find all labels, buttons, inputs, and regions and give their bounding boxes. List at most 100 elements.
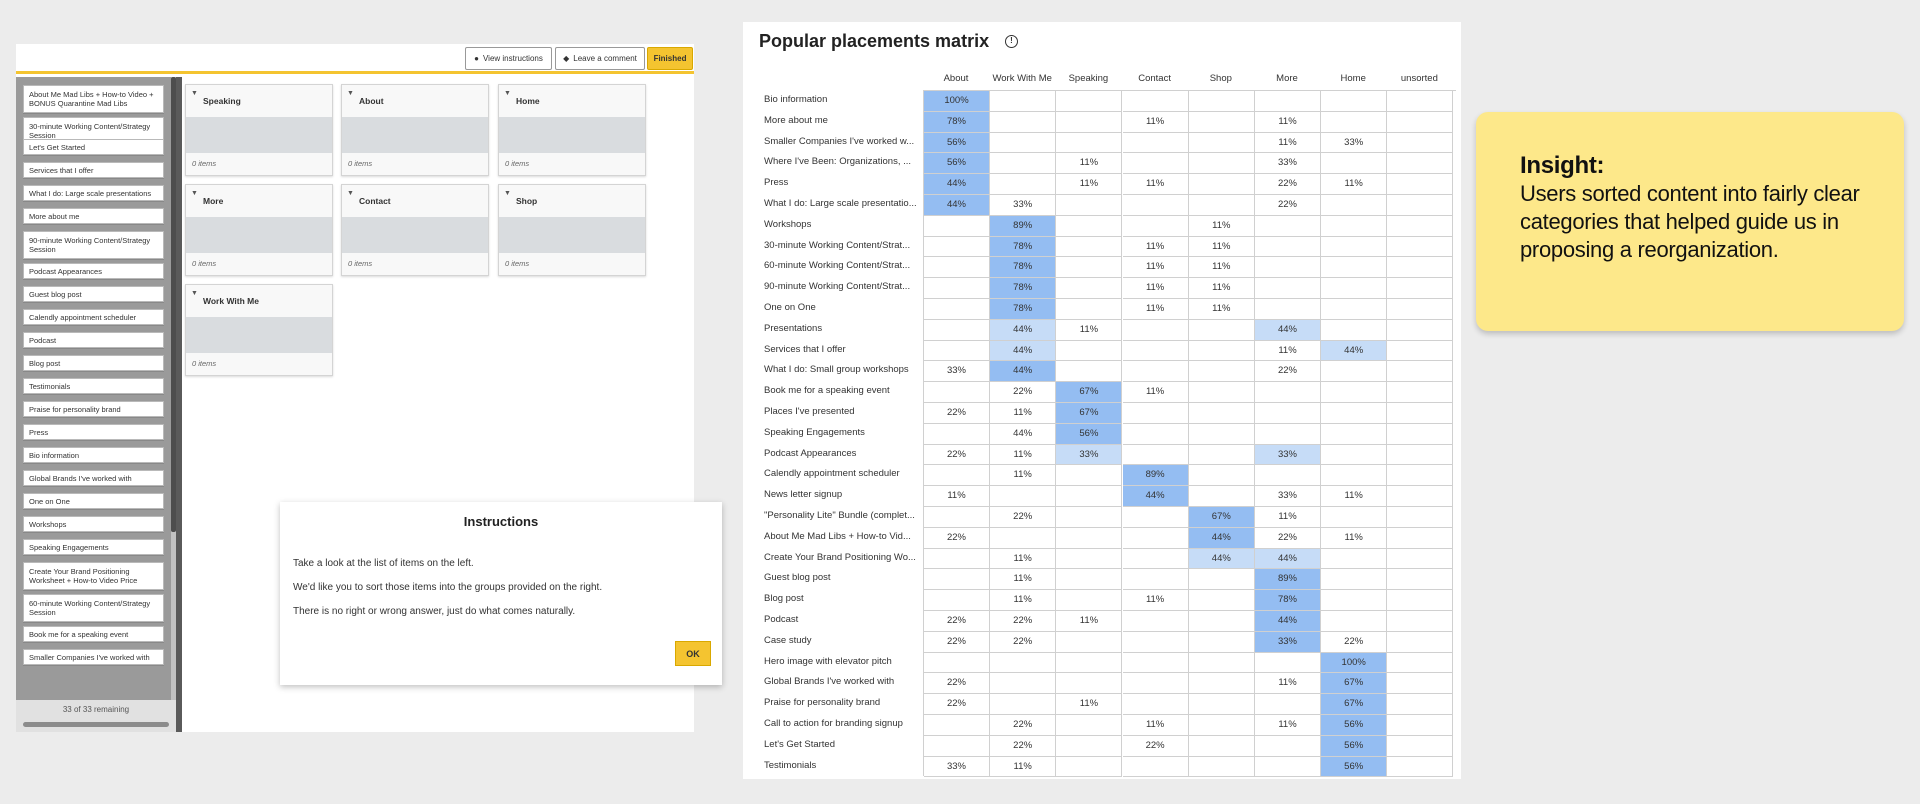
matrix-cell (1188, 153, 1255, 175)
matrix-cell: 22% (990, 507, 1057, 528)
card-item[interactable]: Smaller Companies I've worked with (23, 649, 164, 665)
collapse-caret-icon[interactable]: ▼ (504, 190, 511, 197)
matrix-cell: 56% (924, 153, 990, 175)
info-circle-icon[interactable]: ! (1005, 35, 1018, 48)
card-item[interactable]: 60-minute Working Content/Strategy Sessi… (23, 594, 164, 622)
matrix-cell (1056, 299, 1123, 320)
group-work-with-me[interactable]: ▼ Work With Me 0 items (185, 284, 333, 376)
card-item[interactable]: Book me for a speaking event (23, 626, 164, 642)
matrix-cell: 22% (924, 694, 990, 715)
card-list-horizontal-scrollbar[interactable] (23, 722, 169, 727)
card-item[interactable]: Testimonials (23, 378, 164, 394)
matrix-cell: 11% (1122, 111, 1189, 133)
group-drop-zone[interactable] (186, 217, 332, 253)
collapse-caret-icon[interactable]: ▼ (191, 190, 198, 197)
group-home[interactable]: ▼ Home 0 items (498, 84, 646, 176)
matrix-cell (1122, 319, 1189, 341)
group-name[interactable]: About (359, 96, 384, 106)
card-item[interactable]: Podcast Appearances (23, 263, 164, 279)
card-item[interactable]: Podcast (23, 332, 164, 348)
matrix-cell: 11% (1188, 257, 1255, 279)
matrix-cell: 11% (1056, 319, 1123, 341)
collapse-caret-icon[interactable]: ▼ (504, 90, 511, 97)
group-contact[interactable]: ▼ Contact 0 items (341, 184, 489, 276)
matrix-cell: 44% (1188, 548, 1255, 570)
matrix-cell (1122, 652, 1189, 674)
card-item[interactable]: Create Your Brand Positioning Worksheet … (23, 562, 164, 590)
matrix-cell: 44% (1255, 548, 1321, 570)
matrix-cell (1387, 735, 1454, 757)
matrix-cell (1321, 382, 1388, 403)
card-list-scrollbar[interactable] (171, 77, 176, 700)
matrix-column-header: More (1276, 73, 1298, 84)
card-item[interactable]: Speaking Engagements (23, 539, 164, 555)
group-drop-zone[interactable] (499, 117, 645, 153)
matrix-cell (924, 340, 990, 362)
matrix-cell: 22% (924, 631, 990, 653)
matrix-cell: 22% (990, 611, 1057, 632)
group-name[interactable]: More (203, 196, 224, 206)
group-drop-zone[interactable] (342, 217, 488, 253)
matrix-cell: 33% (1255, 486, 1321, 507)
card-item[interactable]: 90-minute Working Content/Strategy Sessi… (23, 231, 164, 259)
group-drop-zone[interactable] (342, 117, 488, 153)
collapse-caret-icon[interactable]: ▼ (347, 190, 354, 197)
matrix-cell (1056, 465, 1123, 487)
finished-button[interactable]: Finished (647, 47, 693, 70)
matrix-row-label: Global Brands I've worked with (764, 676, 895, 688)
card-item[interactable]: Let's Get Started (23, 139, 164, 155)
matrix-cell (1122, 403, 1189, 424)
card-list-scroll-thumb[interactable] (171, 77, 176, 532)
ok-button[interactable]: OK (675, 641, 711, 666)
card-item[interactable]: Praise for personality brand (23, 401, 164, 417)
group-speaking[interactable]: ▼ Speaking 0 items (185, 84, 333, 176)
card-item[interactable]: Services that I offer (23, 162, 164, 178)
group-name[interactable]: Contact (359, 196, 391, 206)
card-item[interactable]: Workshops (23, 516, 164, 532)
matrix-cell (1188, 174, 1255, 195)
card-item[interactable]: Calendly appointment scheduler (23, 309, 164, 325)
group-drop-zone[interactable] (186, 117, 332, 153)
matrix-cell (1255, 465, 1321, 487)
group-name[interactable]: Home (516, 96, 540, 106)
card-item[interactable]: Press (23, 424, 164, 440)
card-item[interactable]: About Me Mad Libs + How-to Video + BONUS… (23, 85, 164, 113)
group-shop[interactable]: ▼ Shop 0 items (498, 184, 646, 276)
matrix-row-label: "Personality Lite" Bundle (complet... (764, 510, 915, 521)
collapse-caret-icon[interactable]: ▼ (191, 290, 198, 297)
matrix-cell (1321, 91, 1388, 112)
card-item[interactable]: What I do: Large scale presentations (23, 185, 164, 201)
view-instructions-button[interactable]: ● View instructions (465, 47, 552, 70)
group-item-count: 0 items (192, 259, 217, 268)
card-list[interactable]: About Me Mad Libs + How-to Video + BONUS… (16, 77, 176, 700)
insight-heading: Insight: (1520, 152, 1605, 179)
matrix-cell: 44% (1122, 486, 1189, 507)
matrix-cell (1255, 756, 1321, 778)
group-more[interactable]: ▼ More 0 items (185, 184, 333, 276)
matrix-cell (1255, 236, 1321, 258)
card-item[interactable]: Blog post (23, 355, 164, 371)
group-drop-zone[interactable] (186, 317, 332, 353)
leave-comment-button[interactable]: ◆ Leave a comment (555, 47, 645, 70)
card-item[interactable]: Global Brands I've worked with (23, 470, 164, 486)
card-sort-window: ● View instructions ◆ Leave a comment Fi… (16, 44, 722, 732)
matrix-row-label: Create Your Brand Positioning Wo... (764, 551, 916, 563)
collapse-caret-icon[interactable]: ▼ (191, 90, 198, 97)
group-about[interactable]: ▼ About 0 items (341, 84, 489, 176)
group-name[interactable]: Shop (516, 196, 538, 206)
matrix-cell (924, 715, 990, 736)
matrix-cell (1188, 91, 1255, 112)
matrix-cell (1321, 403, 1388, 424)
matrix-row-label: Presentations (764, 322, 823, 334)
matrix-cell (1056, 631, 1123, 653)
card-item[interactable]: More about me (23, 208, 164, 224)
matrix-cell: 100% (924, 91, 990, 112)
group-name[interactable]: Speaking (203, 96, 241, 106)
card-item[interactable]: Bio information (23, 447, 164, 463)
collapse-caret-icon[interactable]: ▼ (347, 90, 354, 97)
card-item[interactable]: One on One (23, 493, 164, 509)
group-drop-zone[interactable] (499, 217, 645, 253)
group-name[interactable]: Work With Me (203, 296, 259, 306)
matrix-cell (1188, 361, 1255, 383)
card-item[interactable]: Guest blog post (23, 286, 164, 302)
